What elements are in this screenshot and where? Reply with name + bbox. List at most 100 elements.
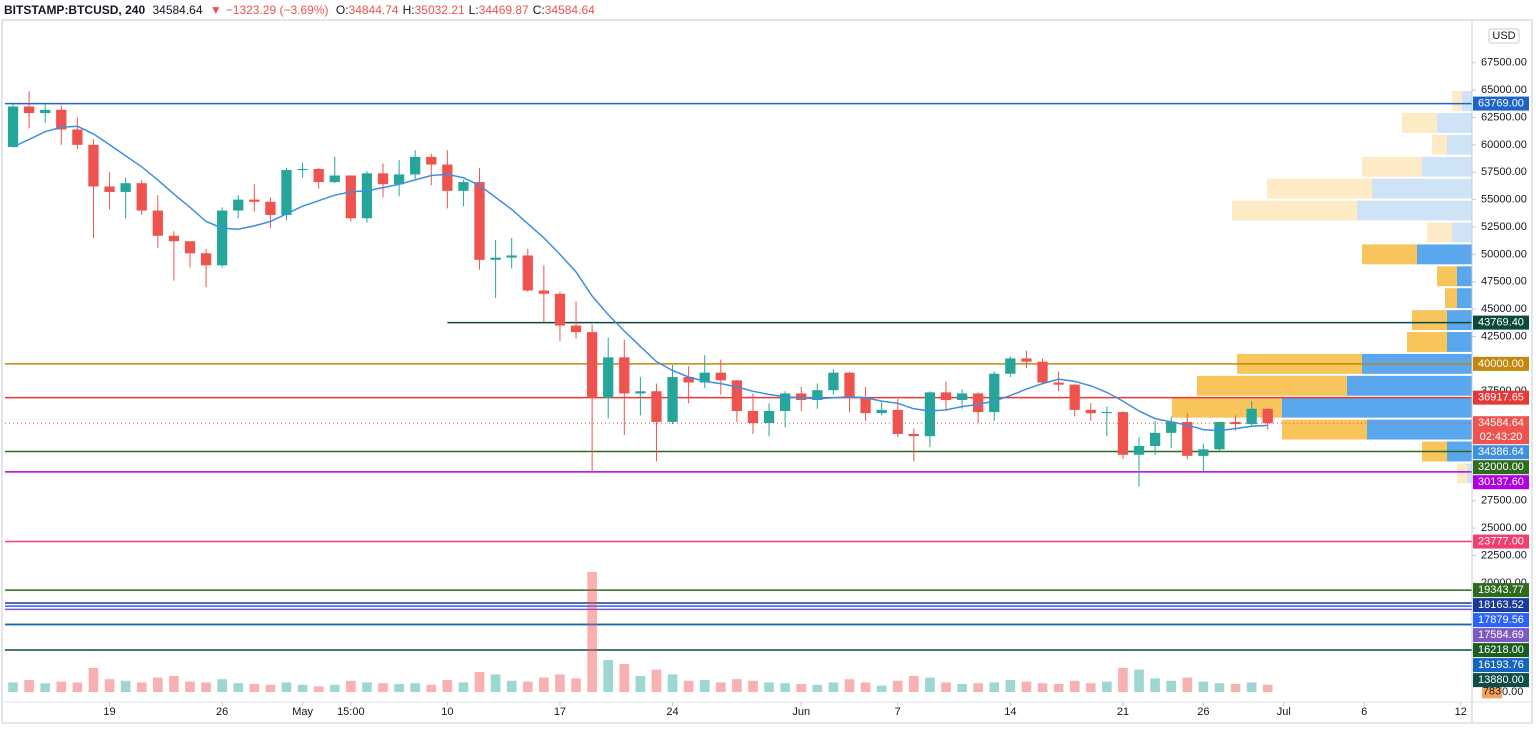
x-tick-label: Jun [792,706,810,718]
volume-bar [249,684,260,692]
profile-up [1462,91,1472,111]
countdown: 02:43:20 [1480,431,1523,443]
price-label-text: 17879.56 [1478,614,1524,626]
price-label: 17879.56 [1473,613,1529,628]
ohlc-value: 34844.74 [348,3,399,17]
price-label-bg [1473,356,1529,371]
candle-body [940,392,952,401]
volume-bar [1005,680,1016,692]
price-label-bg [1473,416,1529,445]
volume-bar [410,683,421,692]
volume-bar [169,676,179,692]
volume-bar [458,682,469,692]
candle-body [1133,446,1145,455]
price-label-text: 36917.65 [1478,392,1524,404]
volume-bar [426,684,437,692]
volume-bar [715,682,726,692]
x-tick-label: 21 [1117,706,1129,718]
change-arrow: ▼ [209,3,222,17]
candle-body [908,433,919,437]
candle-body [1166,421,1177,433]
candle-body [635,391,646,394]
candle-body [1149,432,1161,447]
price-label-bg [1473,613,1529,628]
volume-bar [876,685,887,692]
candle-body [474,182,485,260]
volume-bar [104,679,115,692]
y-tick-label: 47500.00 [1481,276,1527,288]
candle-body [699,372,710,383]
volume-bar [1085,683,1096,692]
candle-body [989,373,1000,413]
candle-body [780,393,791,411]
candle-body [667,377,678,422]
price-label-bg [1473,534,1529,549]
profile-up [1452,222,1472,243]
volume-bar [828,682,839,692]
ohlc-key: C: [532,3,545,17]
price-label: 34584.64 02:43:20 [1473,416,1529,445]
candle-body [844,372,855,398]
ohlc-key: L: [468,3,479,17]
candle-body [1053,382,1064,385]
volume-bar [1069,680,1080,692]
candle-body [329,175,340,183]
y-tick-label: 67500.00 [1481,57,1527,69]
profile-up [1447,332,1472,352]
ohlc-key: O: [335,3,349,17]
price-label: 16193.76 [1473,658,1529,673]
candle-body [828,372,839,391]
volume-bar [1150,678,1160,692]
ohlc-value: 34584.64 [544,3,595,17]
price-label: 16218.00 [1473,643,1529,658]
candle-body [538,290,550,294]
price-label-bg [1473,583,1529,598]
volume-bar [1182,677,1193,692]
profile-up [1457,288,1472,309]
volume-bar [24,680,34,692]
volume-bar [1118,668,1128,692]
profile-down [1402,112,1437,133]
volume-bar [136,682,147,692]
candle-body [458,182,469,191]
candle-body [1214,421,1225,450]
volume-bar [539,677,549,692]
symbol: BITSTAMP:BTCUSD, 240 [4,3,146,17]
volume-bar [72,682,83,692]
candle-body [522,255,533,291]
candle-body [892,409,903,434]
y-tick-label: 57500.00 [1481,166,1527,178]
profile-down [1197,375,1347,396]
candle-body [361,173,373,219]
candle-body [490,257,501,260]
x-tick-label: 17 [554,706,566,718]
candle-body [7,106,19,148]
x-tick-label: May [292,706,313,718]
profile-down [1432,134,1447,155]
candle-body [586,332,598,398]
profile-up [1467,463,1472,484]
y-tick-label: 45000.00 [1481,303,1527,315]
moving-average [12,125,1268,432]
profile-down [1232,200,1357,221]
volume-label: 783 [1483,685,1501,697]
profile-down [1412,310,1447,331]
price-label: 17584.69 [1473,628,1529,643]
candle-body [152,210,163,236]
volume-bar [603,660,614,692]
price-label: 30137.60 [1473,475,1529,490]
candle-body [1085,409,1096,414]
volume-bar [651,669,662,692]
candle-body [554,293,566,326]
price-label-bg [1473,445,1529,460]
candle-body [281,170,292,215]
currency: USD [1492,30,1515,42]
candle-body [1230,421,1241,425]
volume-bar [941,682,951,692]
profile-up [1347,375,1472,396]
last-price: 34584.64 [152,3,203,17]
candle-body [956,393,968,401]
volume-bar [1037,683,1048,692]
volume-bar [346,680,356,692]
